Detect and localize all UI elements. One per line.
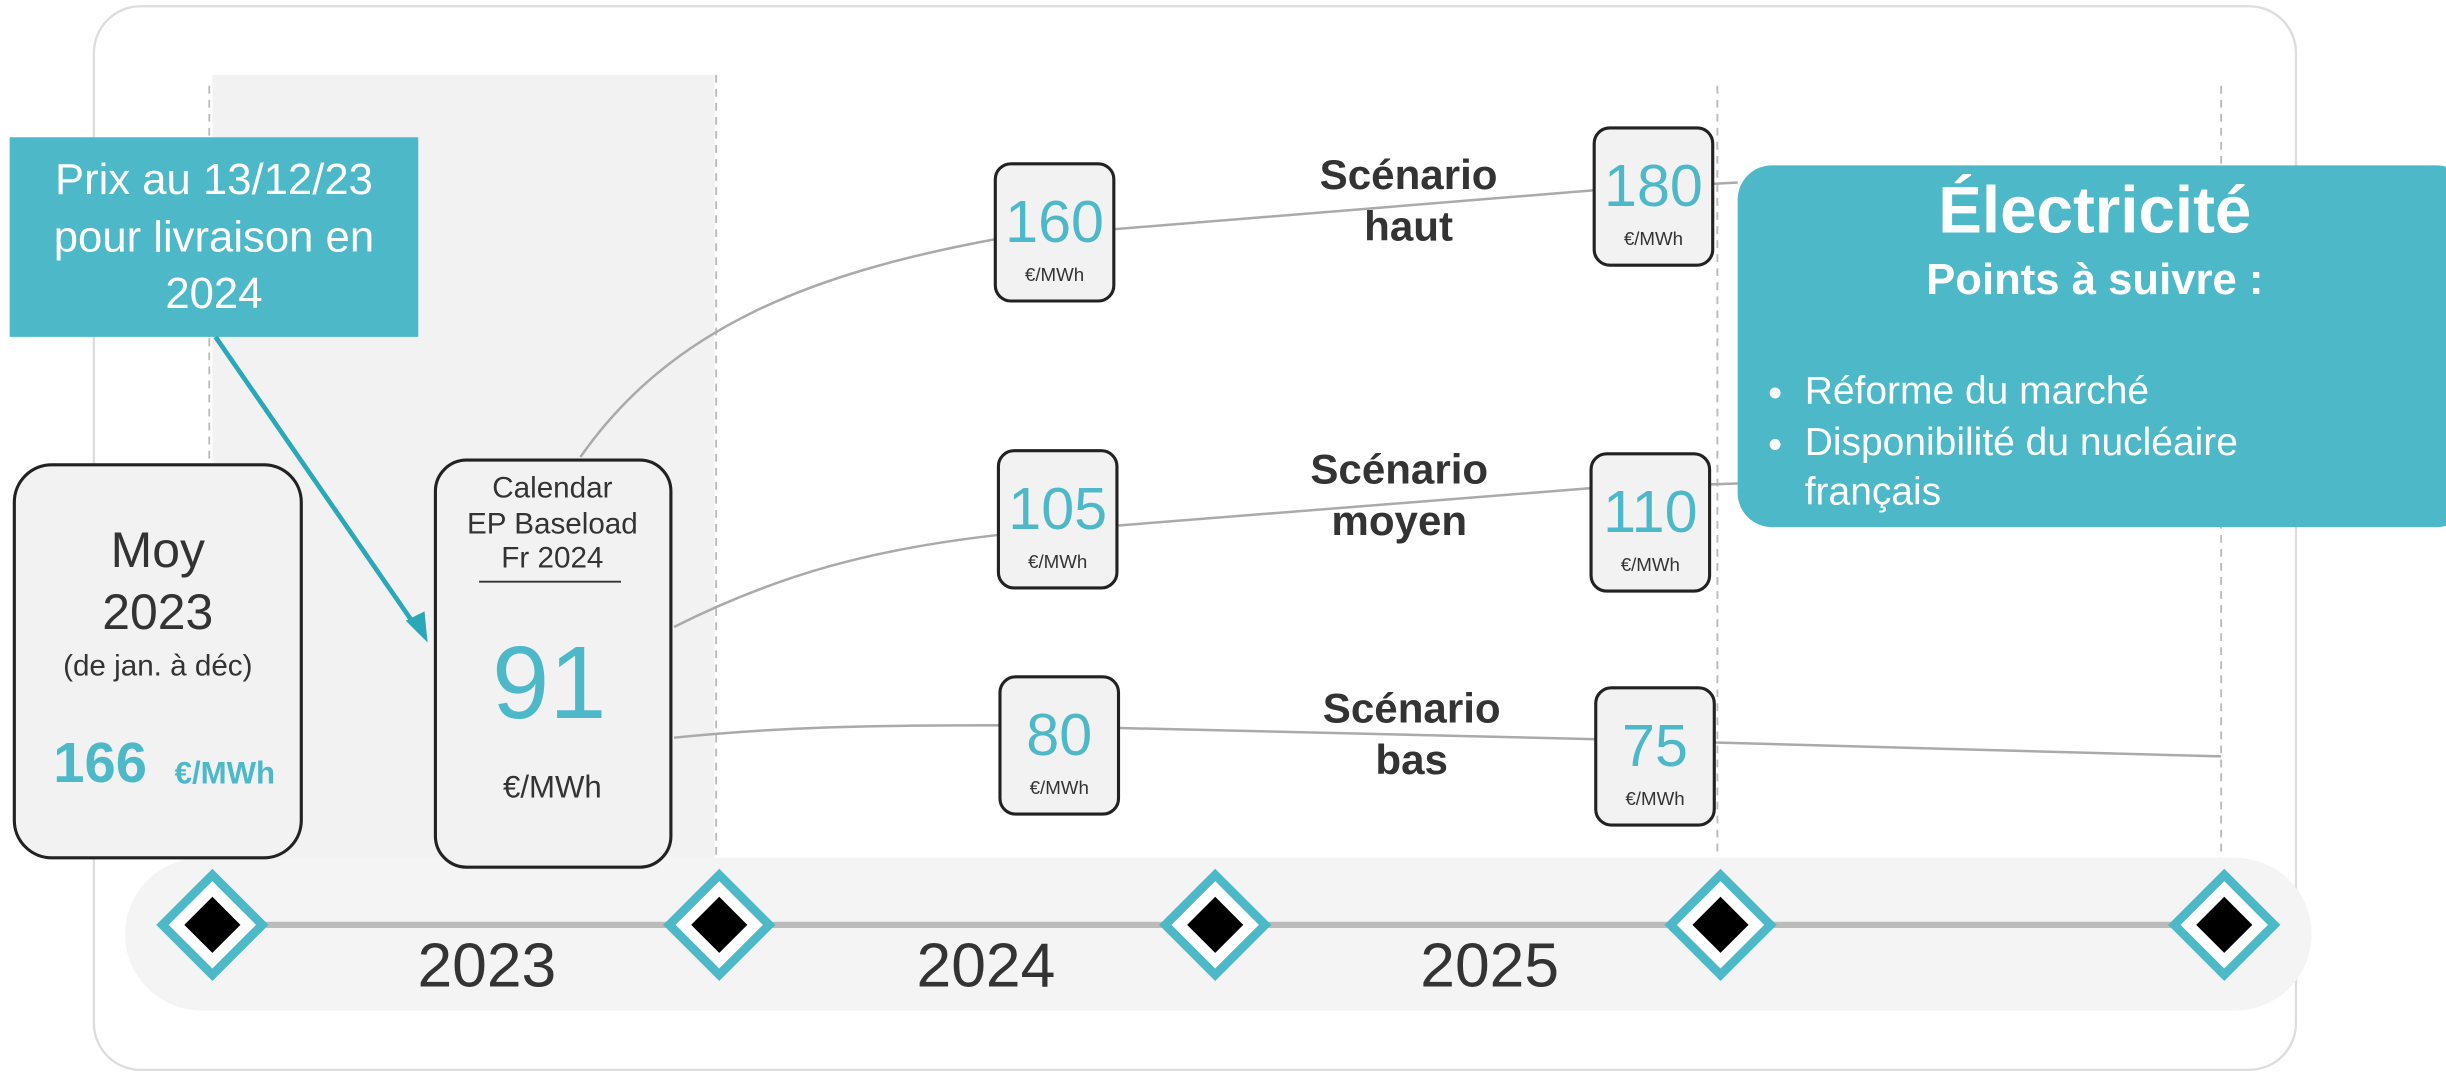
callout-line: Prix au 13/12/23 bbox=[55, 155, 373, 204]
value-box bbox=[1594, 686, 1716, 827]
unit: €/MWh bbox=[1621, 554, 1680, 575]
calendar-line: Calendar bbox=[492, 472, 612, 505]
calendar-line: EP Baseload bbox=[467, 507, 638, 540]
calendar-unit: €/MWh bbox=[503, 769, 602, 804]
scenario-label: Scénario bbox=[1310, 446, 1488, 493]
diamond-inner bbox=[1692, 896, 1749, 953]
value-box bbox=[993, 162, 1116, 303]
panel-title: Électricité bbox=[1938, 174, 2251, 247]
value: 180 bbox=[1604, 152, 1703, 219]
average-line: Moy bbox=[111, 522, 205, 578]
year-label: 2024 bbox=[917, 932, 1056, 1001]
calendar-line: Fr 2024 bbox=[501, 542, 603, 575]
value: 105 bbox=[1008, 475, 1107, 542]
year-label: 2023 bbox=[417, 932, 556, 1001]
milestones bbox=[156, 868, 2281, 981]
value: 110 bbox=[1603, 478, 1697, 545]
value: 160 bbox=[1005, 188, 1104, 255]
callout-line: pour livraison en bbox=[54, 213, 374, 262]
bullet-text: français bbox=[1805, 471, 1941, 514]
arrow-head bbox=[405, 611, 428, 643]
scenario-label: haut bbox=[1364, 202, 1453, 249]
callout-box bbox=[9, 137, 419, 337]
average-line: 2023 bbox=[102, 584, 213, 640]
bullet-text: Réforme du marché bbox=[1805, 369, 2149, 412]
value-box bbox=[996, 449, 1119, 590]
scenarios: Scénariohaut160€/MWh180€/MWhScénariomoye… bbox=[993, 126, 1716, 827]
diamond-inner bbox=[184, 896, 241, 953]
callout-arrow bbox=[213, 335, 421, 632]
bullet bbox=[1769, 387, 1781, 399]
bullet bbox=[1769, 439, 1781, 450]
diamond-inner bbox=[1187, 896, 1244, 953]
value-box bbox=[1592, 126, 1715, 267]
average-value: 166 bbox=[53, 731, 147, 794]
value-box bbox=[1589, 452, 1712, 593]
scenario-label: moyen bbox=[1331, 497, 1467, 544]
panel-subtitle: Points à suivre : bbox=[1926, 255, 2263, 304]
callout-line: 2024 bbox=[165, 269, 262, 318]
scenario-label: bas bbox=[1375, 736, 1448, 783]
value-box bbox=[998, 675, 1121, 816]
average-note: (de jan. à déc) bbox=[63, 649, 252, 682]
years: 2023 2024 2025 bbox=[417, 932, 1559, 1001]
panel bbox=[1737, 165, 2446, 528]
scenario-label: Scénario bbox=[1323, 684, 1501, 731]
calendar-value: 91 bbox=[492, 625, 606, 740]
average-unit: €/MWh bbox=[175, 755, 275, 790]
calendar-box bbox=[433, 458, 673, 869]
unit: €/MWh bbox=[1028, 551, 1087, 572]
unit: €/MWh bbox=[1625, 788, 1684, 809]
year-label: 2025 bbox=[1420, 932, 1559, 1001]
value: 80 bbox=[1026, 701, 1092, 768]
unit: €/MWh bbox=[1030, 777, 1089, 798]
average-box bbox=[12, 463, 303, 860]
unit: €/MWh bbox=[1624, 228, 1683, 249]
diamond-inner bbox=[2196, 896, 2253, 953]
value: 75 bbox=[1622, 712, 1688, 779]
scenario-curves bbox=[579, 181, 2222, 758]
bullet-text: Disponibilité du nucléaire bbox=[1805, 421, 2238, 464]
scenario-label: Scénario bbox=[1320, 151, 1498, 198]
unit: €/MWh bbox=[1025, 264, 1084, 285]
